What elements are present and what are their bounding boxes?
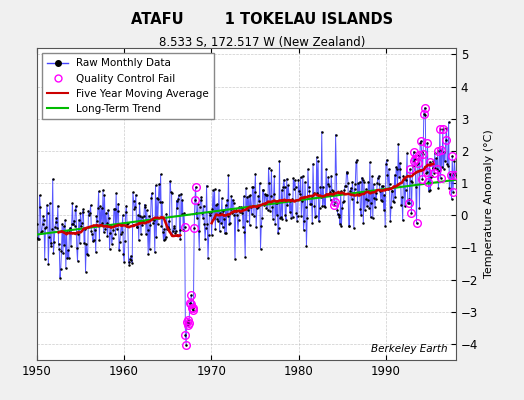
Text: Berkeley Earth: Berkeley Earth bbox=[371, 344, 447, 354]
Text: ATAFU        1 TOKELAU ISLANDS: ATAFU 1 TOKELAU ISLANDS bbox=[131, 12, 393, 27]
Y-axis label: Temperature Anomaly (°C): Temperature Anomaly (°C) bbox=[484, 130, 494, 278]
Legend: Raw Monthly Data, Quality Control Fail, Five Year Moving Average, Long-Term Tren: Raw Monthly Data, Quality Control Fail, … bbox=[42, 53, 214, 119]
Text: 8.533 S, 172.517 W (New Zealand): 8.533 S, 172.517 W (New Zealand) bbox=[159, 36, 365, 49]
